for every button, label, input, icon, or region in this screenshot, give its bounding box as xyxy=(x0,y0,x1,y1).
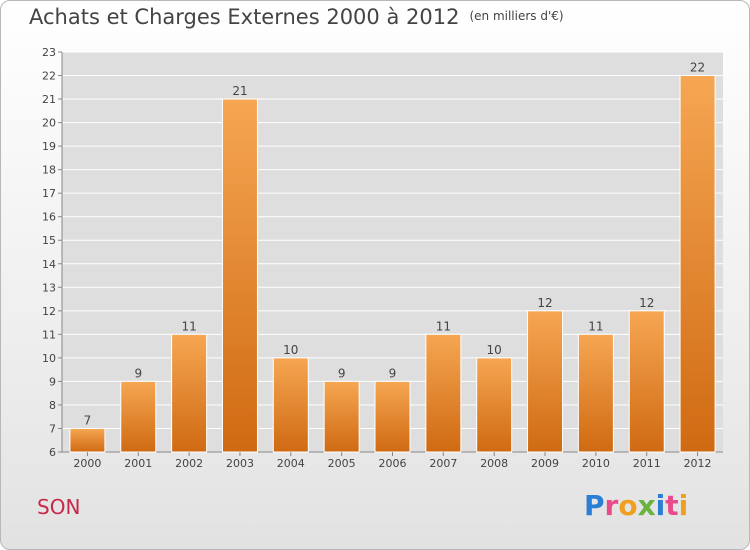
proxiti-logo: Proxiti xyxy=(584,489,688,522)
x-tick-label: 2001 xyxy=(124,457,152,470)
x-tick-label: 2004 xyxy=(277,457,305,470)
bar xyxy=(628,310,665,453)
y-tick-label: 19 xyxy=(42,140,56,153)
bar xyxy=(120,380,157,453)
bar-value-label: 11 xyxy=(436,319,451,333)
y-tick-label: 22 xyxy=(42,70,56,83)
bar-value-label: 7 xyxy=(84,413,92,427)
x-tick-label: 2007 xyxy=(429,457,457,470)
bar-value-label: 12 xyxy=(537,296,552,310)
x-tick-label: 2003 xyxy=(226,457,254,470)
logo-letter: i xyxy=(678,489,689,522)
bar-value-label: 10 xyxy=(487,343,502,357)
bar xyxy=(476,357,513,453)
x-tick-label: 2002 xyxy=(175,457,203,470)
bar xyxy=(272,357,309,453)
y-tick-label: 7 xyxy=(49,422,56,435)
bar xyxy=(69,427,106,453)
bar xyxy=(577,333,614,453)
logo-letter: x xyxy=(637,489,656,522)
logo-letter: t xyxy=(665,489,679,522)
y-tick-label: 12 xyxy=(42,305,56,318)
y-tick-label: 20 xyxy=(42,117,56,130)
y-tick-label: 11 xyxy=(42,328,56,341)
x-tick-label: 2006 xyxy=(379,457,407,470)
x-tick-label: 2008 xyxy=(480,457,508,470)
x-tick-label: 2010 xyxy=(582,457,610,470)
x-tick-label: 2011 xyxy=(633,457,661,470)
chart-title-text: Achats et Charges Externes 2000 à 2012 xyxy=(29,5,460,29)
x-tick-label: 2005 xyxy=(328,457,356,470)
x-tick-label: 2000 xyxy=(73,457,101,470)
y-tick-label: 10 xyxy=(42,352,56,365)
bar xyxy=(171,333,208,453)
bar xyxy=(374,380,411,453)
y-tick-label: 14 xyxy=(42,258,56,271)
bar xyxy=(425,333,462,453)
bar-value-label: 21 xyxy=(232,84,247,98)
chart-title: Achats et Charges Externes 2000 à 2012 (e… xyxy=(29,5,564,29)
y-tick-label: 6 xyxy=(49,446,56,459)
y-tick-label: 21 xyxy=(42,93,56,106)
bar-value-label: 12 xyxy=(639,296,654,310)
bar xyxy=(323,380,360,453)
x-tick-label: 2009 xyxy=(531,457,559,470)
logo-letter: r xyxy=(604,489,619,522)
y-tick-label: 18 xyxy=(42,164,56,177)
y-tick-label: 15 xyxy=(42,234,56,247)
bar-value-label: 9 xyxy=(338,366,346,380)
commune-name: SON xyxy=(37,495,81,519)
bar xyxy=(527,310,564,453)
bar-value-label: 11 xyxy=(181,319,196,333)
bar xyxy=(221,98,258,453)
logo-letter: P xyxy=(584,489,605,522)
logo-letter: i xyxy=(655,489,666,522)
chart-unit-label: (en milliers d'€) xyxy=(469,9,564,23)
y-tick-label: 17 xyxy=(42,187,56,200)
y-tick-label: 13 xyxy=(42,281,56,294)
bar-value-label: 9 xyxy=(389,366,397,380)
bar-value-label: 22 xyxy=(690,61,705,75)
x-tick-label: 2012 xyxy=(684,457,712,470)
y-tick-label: 8 xyxy=(49,399,56,412)
bar xyxy=(679,75,716,453)
y-tick-label: 23 xyxy=(42,46,56,59)
bar-value-label: 11 xyxy=(588,319,603,333)
y-tick-label: 16 xyxy=(42,211,56,224)
bar-value-label: 9 xyxy=(134,366,142,380)
logo-letter: o xyxy=(618,489,638,522)
bar-value-label: 10 xyxy=(283,343,298,357)
y-tick-label: 9 xyxy=(49,375,56,388)
